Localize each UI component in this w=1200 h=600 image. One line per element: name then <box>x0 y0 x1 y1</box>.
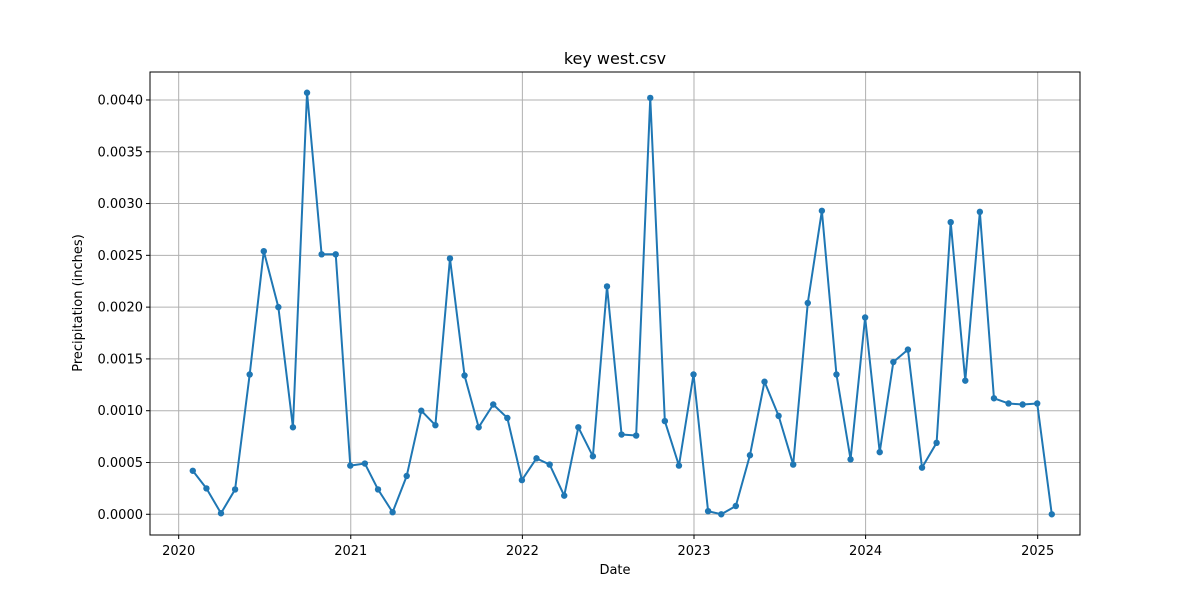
data-point <box>947 218 954 226</box>
data-point <box>632 432 640 439</box>
x-tick-label: 2021 <box>334 544 367 559</box>
data-point <box>847 456 854 463</box>
y-tick-label: 0.0025 <box>98 249 144 264</box>
y-tick-label: 0.0035 <box>98 145 144 160</box>
data-point <box>861 314 869 321</box>
data-point <box>1005 400 1012 407</box>
data-point <box>461 372 468 379</box>
data-point <box>260 247 267 255</box>
data-point <box>876 448 883 456</box>
data-point <box>189 467 196 474</box>
data-point <box>775 412 782 420</box>
data-point <box>533 455 540 462</box>
data-point <box>432 422 439 429</box>
data-point <box>203 485 210 492</box>
data-point <box>603 283 611 290</box>
data-point <box>675 462 683 469</box>
data-point <box>804 299 811 307</box>
data-point <box>504 414 511 422</box>
data-point <box>890 358 897 366</box>
data-point <box>589 453 597 460</box>
y-axis-label: Precipitation (inches) <box>71 234 86 372</box>
data-point <box>647 94 654 102</box>
data-point <box>475 424 482 431</box>
data-point <box>1034 400 1041 407</box>
data-point <box>374 486 382 493</box>
x-tick-label: 2023 <box>677 544 710 559</box>
data-point <box>661 417 669 425</box>
data-point <box>904 346 912 353</box>
data-point <box>389 509 396 516</box>
data-point <box>575 424 582 431</box>
data-point <box>818 207 826 214</box>
data-point <box>332 251 339 258</box>
x-tick-label: 2024 <box>849 544 882 559</box>
data-point <box>275 303 282 311</box>
data-point <box>347 462 354 469</box>
y-tick-label: 0.0020 <box>98 301 144 316</box>
data-point <box>546 461 553 468</box>
data-point <box>789 461 797 468</box>
x-axis-label: Date <box>599 563 630 578</box>
data-point <box>490 401 497 408</box>
series-layer <box>189 89 1055 518</box>
data-point <box>289 424 297 431</box>
y-tick-label: 0.0000 <box>98 508 144 523</box>
data-point <box>518 476 526 484</box>
data-point <box>833 371 840 378</box>
data-point <box>962 377 969 384</box>
data-point <box>976 208 984 216</box>
x-tick-label: 2022 <box>506 544 539 559</box>
data-point <box>418 407 425 414</box>
data-point <box>361 460 369 467</box>
data-point <box>231 486 239 493</box>
data-point <box>618 431 625 438</box>
data-point <box>918 464 926 471</box>
data-point <box>933 439 940 447</box>
ticks: 2020 2021 2022 2023 2024 2025 0.0000 0.0005 0.00… <box>98 93 1055 559</box>
x-tick-label: 2025 <box>1021 544 1054 559</box>
y-tick-label: 0.0005 <box>98 456 144 471</box>
grid <box>150 72 1080 535</box>
data-point <box>318 251 325 258</box>
data-point <box>446 255 454 262</box>
data-point <box>718 511 725 518</box>
y-tick-label: 0.0010 <box>98 404 144 419</box>
chart-title: key west.csv <box>564 49 666 68</box>
x-tick-label: 2020 <box>162 544 195 559</box>
data-point <box>246 371 253 378</box>
data-point <box>690 371 697 378</box>
data-point <box>761 378 768 385</box>
data-point <box>704 507 712 515</box>
data-point <box>1048 511 1055 518</box>
data-point <box>1019 401 1026 408</box>
data-point <box>732 502 740 510</box>
y-tick-label: 0.0030 <box>98 197 144 212</box>
data-point <box>303 89 311 96</box>
y-tick-label: 0.0015 <box>98 352 144 367</box>
data-point <box>990 395 998 402</box>
plot-area-frame <box>149 71 1081 536</box>
y-tick-label: 0.0040 <box>98 93 144 108</box>
data-point <box>746 452 754 459</box>
data-point <box>561 492 568 499</box>
data-point <box>403 472 410 480</box>
data-point <box>217 510 225 517</box>
